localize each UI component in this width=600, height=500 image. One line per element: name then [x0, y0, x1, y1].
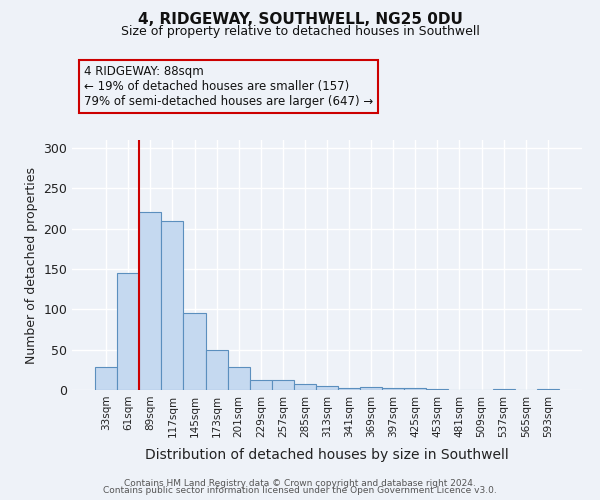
Bar: [161, 220, 184, 390]
Bar: [493, 389, 515, 390]
Bar: [360, 387, 382, 390]
Bar: [404, 388, 427, 390]
Bar: [184, 314, 206, 390]
Bar: [95, 368, 117, 390]
Bar: [227, 368, 250, 390]
Text: 4 RIDGEWAY: 88sqm
← 19% of detached houses are smaller (157)
79% of semi-detache: 4 RIDGEWAY: 88sqm ← 19% of detached hous…: [84, 65, 373, 108]
Text: Contains HM Land Registry data © Crown copyright and database right 2024.: Contains HM Land Registry data © Crown c…: [124, 478, 476, 488]
X-axis label: Distribution of detached houses by size in Southwell: Distribution of detached houses by size …: [145, 448, 509, 462]
Bar: [206, 350, 227, 390]
Bar: [139, 212, 161, 390]
Bar: [316, 386, 338, 390]
Text: Contains public sector information licensed under the Open Government Licence v3: Contains public sector information licen…: [103, 486, 497, 495]
Bar: [382, 388, 404, 390]
Text: 4, RIDGEWAY, SOUTHWELL, NG25 0DU: 4, RIDGEWAY, SOUTHWELL, NG25 0DU: [137, 12, 463, 28]
Bar: [294, 384, 316, 390]
Bar: [338, 388, 360, 390]
Bar: [272, 380, 294, 390]
Text: Size of property relative to detached houses in Southwell: Size of property relative to detached ho…: [121, 25, 479, 38]
Bar: [537, 389, 559, 390]
Bar: [427, 389, 448, 390]
Bar: [117, 273, 139, 390]
Y-axis label: Number of detached properties: Number of detached properties: [25, 166, 38, 364]
Bar: [250, 380, 272, 390]
